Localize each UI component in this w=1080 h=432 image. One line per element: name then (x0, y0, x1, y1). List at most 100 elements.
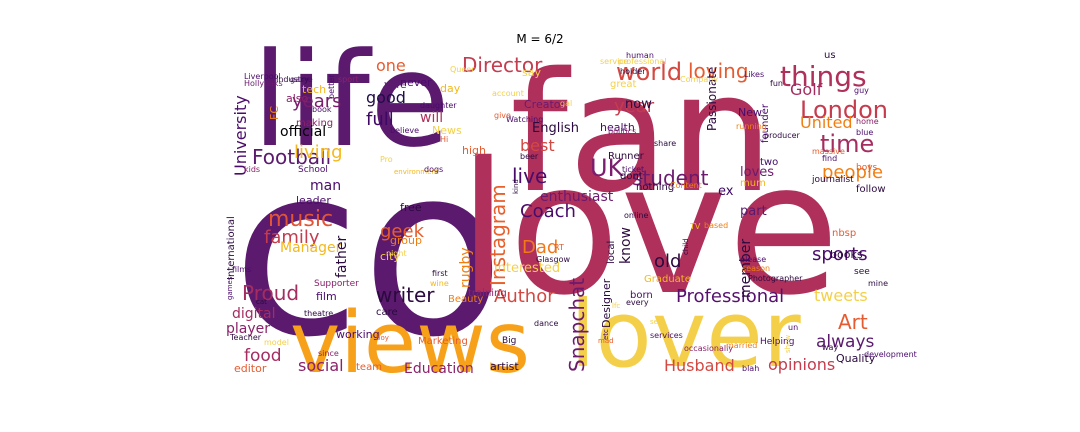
word-50: enthusiast (540, 189, 614, 205)
word-114: School (298, 165, 328, 175)
word-121: daughter (420, 101, 457, 110)
word-4: views (290, 294, 530, 393)
word-132: share (654, 139, 676, 148)
word-21: Professional (676, 286, 784, 307)
word-168: model (264, 338, 289, 347)
word-40: social (298, 356, 344, 375)
word-66: FC (268, 106, 281, 120)
word-189: lfc (612, 302, 620, 310)
word-162: development (864, 350, 917, 359)
word-49: member (738, 239, 754, 298)
word-173: kids (244, 165, 260, 174)
word-73: Creator (524, 98, 566, 111)
word-129: producer (764, 131, 801, 140)
word-55: man (310, 178, 341, 194)
word-180: account (492, 89, 524, 98)
word-84: dont (620, 171, 643, 182)
word-34: Coach (520, 201, 576, 222)
word-28: full (366, 109, 394, 130)
word-81: us (824, 50, 836, 61)
word-165: boy (376, 334, 389, 342)
word-170: games (226, 276, 234, 300)
word-164: dance (534, 319, 558, 328)
word-99: team (356, 362, 382, 373)
word-178: believe (390, 126, 419, 135)
word-45: digital (232, 306, 276, 322)
word-184: professional (618, 57, 666, 66)
word-17: Proud (242, 281, 299, 305)
word-19: Instagram (486, 184, 510, 286)
word-24: University (231, 95, 250, 176)
word-113: Supporter (314, 279, 359, 289)
word-48: father (334, 236, 350, 278)
word-27: good (366, 88, 406, 107)
word-42: Husband (664, 356, 735, 375)
word-75: making (296, 118, 333, 129)
word-185: service (600, 57, 629, 66)
word-126: Likes (744, 70, 764, 79)
word-107: nbsp (832, 228, 856, 239)
word-88: city (380, 250, 400, 263)
word-20: Snapchat (565, 278, 589, 372)
word-159: show (784, 335, 792, 353)
word-152: mine (868, 279, 888, 288)
word-90: local (606, 241, 617, 264)
word-105: Quality (836, 352, 876, 365)
word-77: health (600, 121, 635, 134)
word-3: life (252, 24, 450, 176)
word-96: film (316, 290, 337, 303)
word-18: writer (376, 283, 435, 307)
word-122: better (327, 74, 336, 99)
word-23: Author (494, 286, 555, 307)
word-134: find (822, 154, 837, 163)
word-153: every (626, 298, 649, 307)
word-69: also (286, 92, 309, 105)
word-111: International (226, 216, 237, 280)
word-102: Marketing (418, 336, 468, 347)
word-172: films (232, 265, 251, 274)
word-112: journalist (811, 175, 854, 185)
word-57: loves (740, 165, 774, 180)
word-135: boys (856, 163, 878, 173)
word-93: Designer (600, 278, 613, 328)
word-103: Big (502, 336, 516, 346)
word-140: Glasgow (536, 255, 570, 264)
word-85: nothing (636, 182, 674, 193)
word-65: official (280, 124, 326, 140)
word-43: opinions (768, 355, 835, 374)
word-9: Football (252, 145, 331, 169)
word-117: Industry (276, 75, 309, 84)
word-115: Liverpool (244, 72, 281, 81)
word-183: Hi (440, 135, 448, 144)
word-127: guy (854, 86, 869, 95)
word-160: un (788, 323, 798, 332)
word-59: part (740, 204, 767, 219)
word-163: blah (742, 364, 759, 373)
word-36: always (816, 332, 875, 352)
word-109: mum (740, 178, 766, 189)
word-33: Dad (522, 237, 558, 258)
word-104: Helping (760, 337, 794, 347)
word-124: politics (608, 127, 636, 136)
word-78: high (462, 144, 486, 157)
word-26: living (294, 142, 343, 163)
word-89: leader (296, 194, 331, 207)
word-119: Queer (450, 65, 475, 74)
word-130: home (856, 117, 879, 126)
word-155: mad (598, 337, 614, 345)
word-175: dogs (424, 165, 443, 174)
word-154: etc (602, 329, 610, 340)
word-147: based (704, 221, 728, 230)
word-76: Runner (608, 151, 645, 162)
word-32: old (654, 251, 681, 272)
word-144: RT (554, 243, 564, 252)
word-14: people (822, 162, 883, 183)
word-51: year (614, 96, 655, 117)
word-133: massive (812, 147, 845, 156)
word-83: founder (760, 103, 771, 143)
word-68: wife (384, 78, 407, 91)
word-46: player (226, 321, 270, 337)
word-179: Company (680, 75, 718, 84)
word-110: see (854, 267, 870, 277)
